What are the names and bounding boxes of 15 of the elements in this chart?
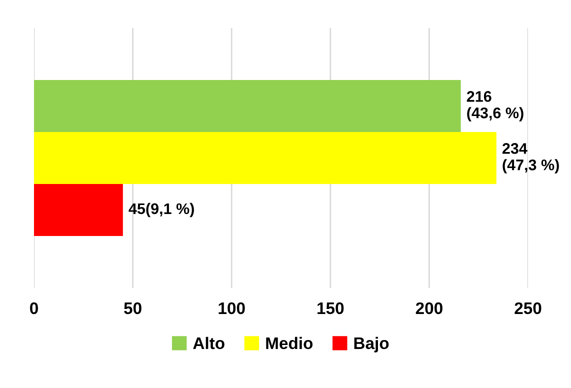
x-tick-label: 50	[124, 302, 142, 314]
legend-label: Medio	[266, 336, 313, 350]
x-tick-label: 200	[416, 302, 442, 314]
x-tick-label: 250	[514, 302, 542, 314]
x-tick-label: 100	[218, 302, 245, 314]
legend-label: Alto	[193, 336, 224, 350]
x-tick-label: 0	[30, 302, 38, 314]
data-label: 234 (47,3 %)	[502, 143, 559, 174]
x-tick-label: 150	[318, 302, 344, 314]
data-label: 216 (43,6 %)	[466, 91, 524, 122]
bar	[34, 132, 496, 184]
bar	[34, 184, 123, 236]
data-label: 45(9,1 %)	[128, 202, 194, 218]
legend-label: Bajo	[354, 336, 389, 352]
bar	[34, 80, 461, 132]
